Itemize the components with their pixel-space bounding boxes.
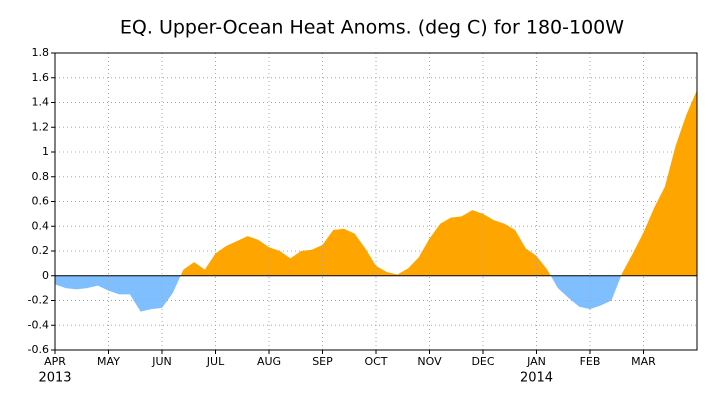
year-label: 2014 (520, 371, 553, 386)
y-tick-label: 0.8 (32, 170, 50, 183)
y-tick-label: -0.2 (28, 294, 49, 307)
x-tick-label: APR (44, 355, 66, 368)
y-tick-label: 1.2 (32, 120, 50, 133)
x-tick-label: JUN (151, 355, 172, 368)
x-tick-label: FEB (580, 355, 601, 368)
y-tick-label: 1.8 (32, 46, 50, 59)
negative-area (55, 275, 697, 312)
y-tick-label: -0.6 (28, 343, 49, 356)
x-tick-label: AUG (257, 355, 281, 368)
y-tick-label: 1.6 (32, 71, 50, 84)
y-tick-label: 1.4 (32, 96, 50, 109)
year-label: 2013 (38, 371, 71, 386)
x-tick-label: DEC (471, 355, 494, 368)
x-tick-label: MAY (97, 355, 120, 368)
x-tick-label: JUL (206, 355, 225, 368)
x-tick-label: MAR (631, 355, 656, 368)
positive-area (55, 90, 697, 276)
x-tick-label: JAN (526, 355, 546, 368)
plot-frame (54, 52, 698, 351)
y-tick-label: 1 (42, 145, 49, 158)
y-tick-label: 0.2 (32, 244, 50, 257)
x-tick-label: SEP (312, 355, 333, 368)
y-tick-label: 0.6 (32, 195, 50, 208)
x-tick-label: OCT (364, 355, 387, 368)
y-tick-label: -0.4 (28, 318, 49, 331)
y-tick-label: 0.4 (32, 219, 50, 232)
x-tick-label: NOV (417, 355, 442, 368)
chart-title: EQ. Upper-Ocean Heat Anoms. (deg C) for … (120, 17, 624, 39)
y-tick-label: 0 (42, 269, 49, 282)
